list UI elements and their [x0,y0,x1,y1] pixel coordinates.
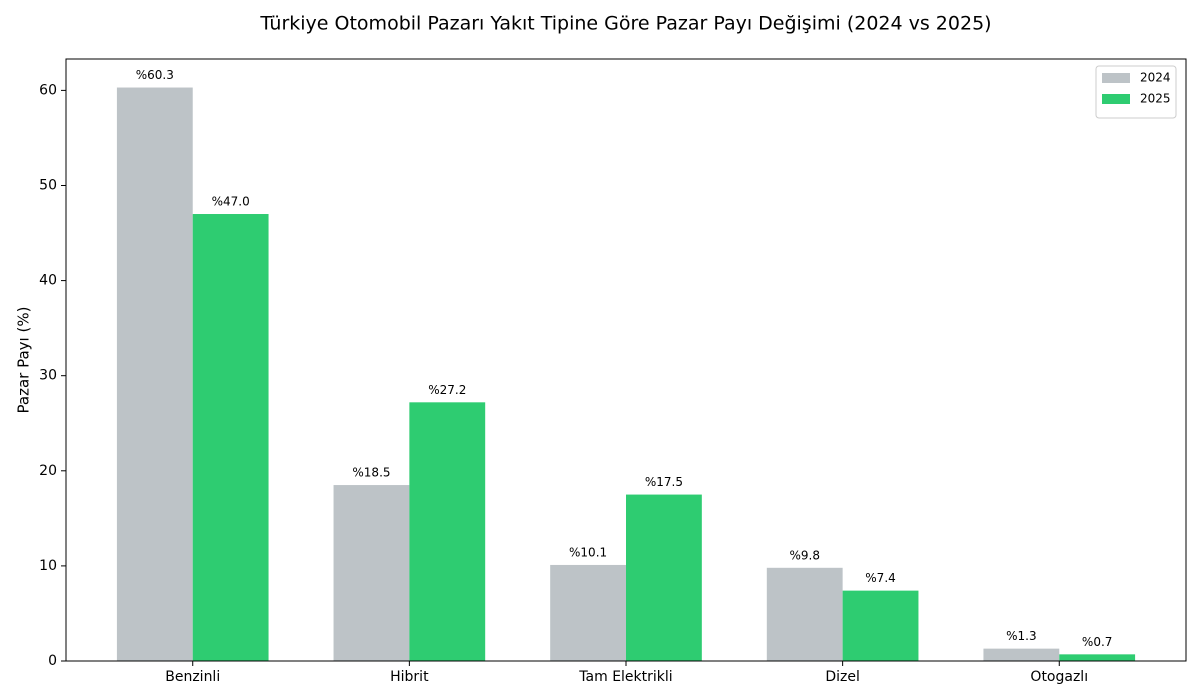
x-tick-label: Otogazlı [1030,669,1088,685]
bar [192,214,269,661]
value-label: %10.1 [569,545,607,559]
bar [550,564,626,661]
bar [983,648,1060,661]
legend-label: 2025 [1140,92,1171,106]
bar [626,494,702,661]
bar [1059,654,1136,661]
x-tick-label: Dizel [825,669,860,685]
y-tick-label: 60 [39,82,57,98]
value-label: %47.0 [212,195,250,209]
y-tick-label: 30 [39,368,57,384]
y-tick-label: 0 [48,653,57,669]
legend-label: 2024 [1140,71,1171,85]
value-label: %1.3 [1006,629,1037,643]
value-label: %9.8 [789,548,820,562]
value-label: %0.7 [1082,635,1113,649]
bar [333,485,410,661]
y-tick-label: 10 [39,558,57,574]
y-tick-label: 50 [39,177,57,193]
bar [842,590,919,661]
chart-title: Türkiye Otomobil Pazarı Yakıt Tipine Gör… [259,13,991,35]
bar [766,567,843,661]
y-tick-label: 40 [39,273,57,289]
y-tick-label: 20 [39,463,57,479]
bar [116,87,193,661]
legend-swatch [1102,73,1130,83]
value-label: %60.3 [136,68,174,82]
y-axis-label: Pazar Payı (%) [15,307,33,414]
x-tick-label: Hibrit [390,669,429,685]
x-tick-label: Benzinli [165,669,220,685]
bar [409,402,486,661]
value-label: %7.4 [865,571,896,585]
x-tick-label: Tam Elektrikli [578,669,672,685]
value-label: %17.5 [645,475,683,489]
value-label: %27.2 [428,383,466,397]
value-label: %18.5 [352,466,390,480]
legend-swatch [1102,94,1130,104]
plot-frame [65,58,1187,662]
